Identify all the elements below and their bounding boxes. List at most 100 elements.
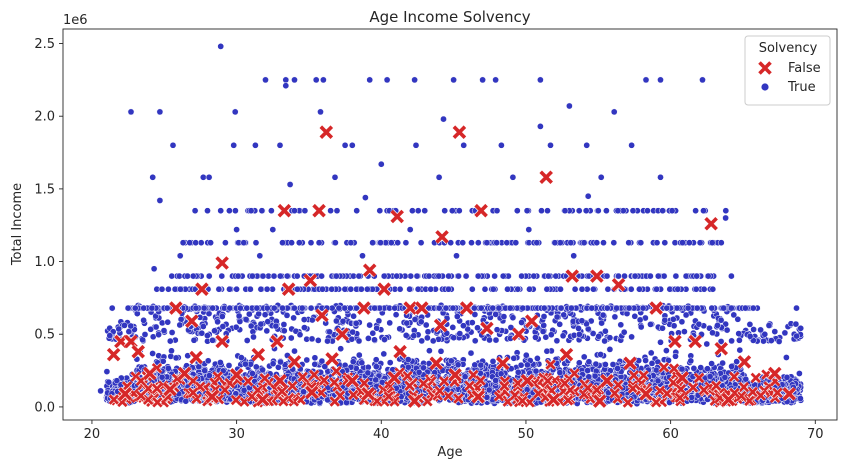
data-point-true: [792, 320, 800, 328]
data-point-true: [678, 365, 686, 373]
data-point-true: [237, 354, 245, 361]
data-point-true: [352, 319, 360, 327]
data-point-true: [343, 399, 350, 406]
data-point-true: [300, 316, 308, 323]
data-point-true: [647, 321, 654, 328]
data-point-true: [708, 360, 715, 367]
data-point-true: [723, 326, 731, 334]
data-point-true: [704, 365, 711, 373]
data-point-true: [467, 349, 475, 357]
data-point-true: [742, 375, 750, 383]
data-point-true: [410, 332, 418, 340]
data-point-true: [411, 316, 419, 323]
data-point-true: [247, 322, 255, 330]
data-point-true: [447, 357, 455, 365]
data-point-true: [115, 325, 123, 333]
data-point-true: [589, 330, 597, 337]
data-point-true: [553, 313, 561, 321]
data-point-true: [681, 328, 688, 335]
data-point-true: [477, 361, 485, 369]
data-point-true: [471, 311, 479, 318]
data-point-true: [730, 311, 738, 319]
data-point-true: [518, 319, 525, 326]
data-point-true: [177, 316, 185, 323]
data-point-true: [522, 351, 530, 359]
data-point-true: [369, 329, 377, 337]
y-offset-label: 1e6: [63, 13, 88, 28]
data-point-true: [532, 367, 540, 375]
data-point-true: [517, 361, 525, 369]
data-point-true: [242, 360, 249, 368]
data-point-true: [543, 347, 551, 355]
data-point-true: [734, 315, 742, 323]
data-point-true: [168, 347, 175, 355]
data-point-true: [214, 318, 221, 326]
data-point-true: [358, 359, 366, 367]
data-point-true: [783, 374, 791, 381]
data-point-true: [637, 323, 645, 331]
data-point-true: [380, 350, 388, 358]
data-point-true: [296, 331, 304, 339]
data-point-true: [771, 328, 779, 335]
data-point-true: [364, 363, 372, 371]
data-point-true: [454, 361, 462, 369]
data-point-true: [103, 368, 111, 375]
data-point-true: [261, 311, 269, 319]
data-point-true: [204, 357, 212, 365]
data-point-true: [553, 337, 561, 345]
data-point-true: [303, 356, 311, 364]
data-point-true: [559, 332, 567, 340]
data-point-true: [166, 337, 174, 345]
data-point-true: [736, 346, 744, 354]
data-point-true: [532, 334, 539, 341]
data-point-true: [575, 325, 582, 332]
data-point-true: [509, 314, 517, 322]
data-point-true: [703, 340, 711, 348]
data-point-true: [449, 324, 457, 331]
data-point-true: [141, 331, 149, 338]
data-point-true: [355, 337, 363, 345]
data-point-true: [728, 363, 735, 370]
data-point-true: [585, 358, 593, 366]
data-point-true: [678, 318, 686, 326]
data-point-true: [471, 361, 479, 369]
data-point-true: [697, 364, 705, 371]
data-point-true: [687, 357, 695, 365]
data-point-true: [617, 321, 625, 329]
data-point-true: [204, 332, 211, 339]
data-point-true: [283, 312, 291, 319]
data-point-true: [597, 351, 604, 358]
data-point-true: [149, 350, 156, 357]
data-point-true: [381, 336, 388, 343]
data-point-true: [372, 363, 380, 370]
data-point-true: [493, 326, 501, 334]
data-point-true: [326, 328, 333, 336]
data-point-true: [631, 312, 639, 320]
data-point-true: [592, 360, 600, 368]
data-point-true: [456, 330, 464, 337]
data-point-true: [348, 335, 356, 343]
data-point-true: [291, 347, 298, 355]
data-point-true: [524, 361, 531, 369]
data-point-true: [595, 333, 603, 340]
data-point-true: [420, 364, 427, 372]
data-point-true: [168, 329, 176, 336]
data-point-true: [321, 363, 329, 370]
data-point-true: [165, 364, 172, 372]
data-point-true: [468, 319, 476, 326]
data-point-true: [402, 332, 410, 339]
data-point-true: [750, 326, 757, 333]
data-point-true: [797, 395, 804, 402]
data-point-true: [350, 312, 357, 320]
data-point-true: [333, 317, 340, 325]
data-point-true: [225, 362, 233, 369]
data-point-true: [583, 320, 590, 328]
data-point-true: [219, 323, 227, 330]
plot-area: [97, 43, 805, 409]
data-point-true: [709, 329, 716, 337]
data-point-true: [366, 321, 373, 329]
data-point-true: [717, 338, 725, 345]
data-point-true: [392, 311, 400, 319]
data-point-true: [198, 329, 206, 337]
